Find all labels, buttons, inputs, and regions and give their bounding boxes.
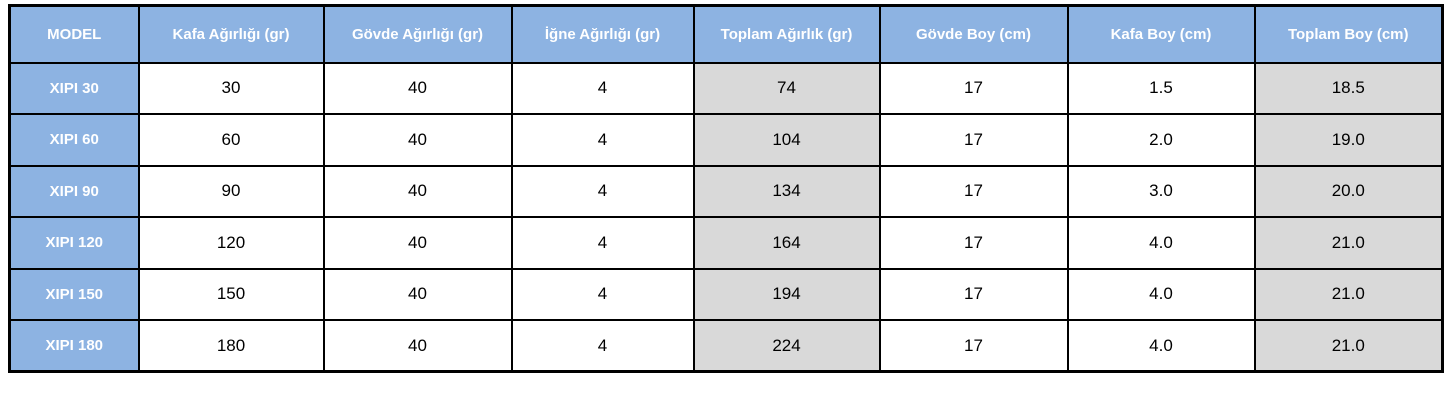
value-cell: 4.0 bbox=[1066, 216, 1256, 270]
value-cell: 3.0 bbox=[1066, 164, 1256, 218]
value-cell-highlighted: 134 bbox=[692, 164, 881, 218]
product-spec-table: MODEL Kafa Ağırlığı (gr) Gövde Ağırlığı … bbox=[8, 4, 1444, 373]
value-cell: 4 bbox=[510, 164, 695, 218]
column-header-govde-agirligi: Gövde Ağırlığı (gr) bbox=[322, 4, 513, 64]
value-cell: 17 bbox=[878, 61, 1069, 115]
value-cell: 150 bbox=[137, 267, 325, 321]
model-cell: XIPI 180 bbox=[8, 319, 140, 373]
value-cell: 40 bbox=[322, 113, 513, 167]
value-cell: 17 bbox=[878, 216, 1069, 270]
value-cell-highlighted: 21.0 bbox=[1253, 216, 1444, 270]
value-cell: 40 bbox=[322, 164, 513, 218]
value-cell: 1.5 bbox=[1066, 61, 1256, 115]
value-cell-highlighted: 164 bbox=[692, 216, 881, 270]
column-header-kafa-agirligi: Kafa Ağırlığı (gr) bbox=[137, 4, 325, 64]
table-row: XIPI 150 150 40 4 194 17 4.0 21.0 bbox=[8, 267, 1444, 321]
table-row: XIPI 120 120 40 4 164 17 4.0 21.0 bbox=[8, 216, 1444, 270]
value-cell-highlighted: 18.5 bbox=[1253, 61, 1444, 115]
value-cell: 17 bbox=[878, 319, 1069, 373]
column-header-govde-boy: Gövde Boy (cm) bbox=[878, 4, 1069, 64]
value-cell: 4.0 bbox=[1066, 319, 1256, 373]
value-cell: 2.0 bbox=[1066, 113, 1256, 167]
table-row: XIPI 30 30 40 4 74 17 1.5 18.5 bbox=[8, 61, 1444, 115]
value-cell: 30 bbox=[137, 61, 325, 115]
value-cell: 17 bbox=[878, 113, 1069, 167]
value-cell-highlighted: 19.0 bbox=[1253, 113, 1444, 167]
value-cell: 120 bbox=[137, 216, 325, 270]
value-cell-highlighted: 21.0 bbox=[1253, 267, 1444, 321]
value-cell: 17 bbox=[878, 164, 1069, 218]
model-cell: XIPI 30 bbox=[8, 61, 140, 115]
value-cell: 40 bbox=[322, 267, 513, 321]
value-cell: 40 bbox=[322, 319, 513, 373]
value-cell: 4 bbox=[510, 113, 695, 167]
value-cell: 4.0 bbox=[1066, 267, 1256, 321]
value-cell: 4 bbox=[510, 216, 695, 270]
table-row: XIPI 60 60 40 4 104 17 2.0 19.0 bbox=[8, 113, 1444, 167]
column-header-model: MODEL bbox=[8, 4, 140, 64]
value-cell-highlighted: 194 bbox=[692, 267, 881, 321]
value-cell-highlighted: 224 bbox=[692, 319, 881, 373]
table-row: XIPI 180 180 40 4 224 17 4.0 21.0 bbox=[8, 319, 1444, 373]
value-cell: 4 bbox=[510, 267, 695, 321]
value-cell-highlighted: 104 bbox=[692, 113, 881, 167]
model-cell: XIPI 60 bbox=[8, 113, 140, 167]
value-cell: 40 bbox=[322, 216, 513, 270]
value-cell-highlighted: 20.0 bbox=[1253, 164, 1444, 218]
model-cell: XIPI 150 bbox=[8, 267, 140, 321]
value-cell: 4 bbox=[510, 61, 695, 115]
value-cell: 4 bbox=[510, 319, 695, 373]
value-cell: 60 bbox=[137, 113, 325, 167]
value-cell: 40 bbox=[322, 61, 513, 115]
model-cell: XIPI 90 bbox=[8, 164, 140, 218]
value-cell: 17 bbox=[878, 267, 1069, 321]
column-header-igne-agirligi: İğne Ağırlığı (gr) bbox=[510, 4, 695, 64]
model-cell: XIPI 120 bbox=[8, 216, 140, 270]
column-header-toplam-agirlik: Toplam Ağırlık (gr) bbox=[692, 4, 881, 64]
column-header-toplam-boy: Toplam Boy (cm) bbox=[1253, 4, 1444, 64]
column-header-kafa-boy: Kafa Boy (cm) bbox=[1066, 4, 1256, 64]
value-cell: 180 bbox=[137, 319, 325, 373]
value-cell-highlighted: 74 bbox=[692, 61, 881, 115]
table-row: XIPI 90 90 40 4 134 17 3.0 20.0 bbox=[8, 164, 1444, 218]
header-row: MODEL Kafa Ağırlığı (gr) Gövde Ağırlığı … bbox=[8, 4, 1444, 64]
value-cell-highlighted: 21.0 bbox=[1253, 319, 1444, 373]
value-cell: 90 bbox=[137, 164, 325, 218]
